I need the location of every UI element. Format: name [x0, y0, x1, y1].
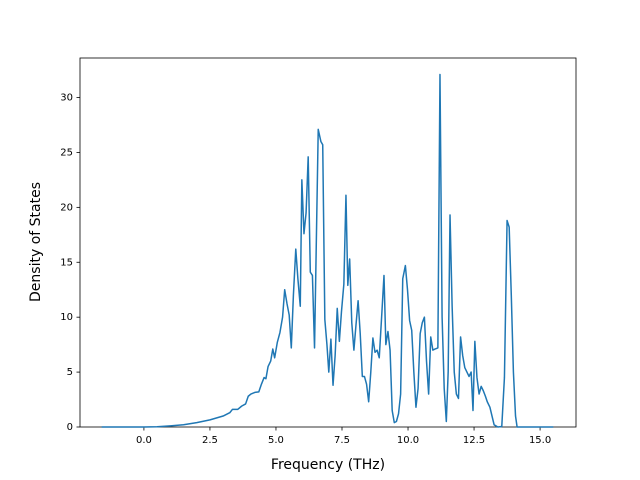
- plot-frame: [79, 57, 577, 428]
- x-tick-label: 5.0: [268, 435, 284, 446]
- x-tick-label: 0.0: [136, 435, 152, 446]
- x-tick-label: 2.5: [202, 435, 218, 446]
- y-tick-label: 15: [60, 257, 73, 268]
- y-tick-label: 30: [60, 93, 73, 104]
- y-tick-label: 5: [67, 367, 73, 378]
- x-axis-label: Frequency (THz): [271, 457, 385, 473]
- x-tick-label: 7.5: [334, 435, 350, 446]
- line: [101, 73, 554, 428]
- y-axis-label: Density of States: [28, 182, 44, 302]
- y-tick-label: 10: [60, 312, 73, 323]
- x-tick-label: 15.0: [529, 435, 551, 446]
- y-tick-label: 25: [60, 147, 73, 158]
- y-tick-label: 20: [60, 202, 73, 213]
- y-tick-label: 0: [67, 422, 73, 433]
- x-tick-label: 10.0: [397, 435, 419, 446]
- x-tick-label: 12.5: [463, 435, 485, 446]
